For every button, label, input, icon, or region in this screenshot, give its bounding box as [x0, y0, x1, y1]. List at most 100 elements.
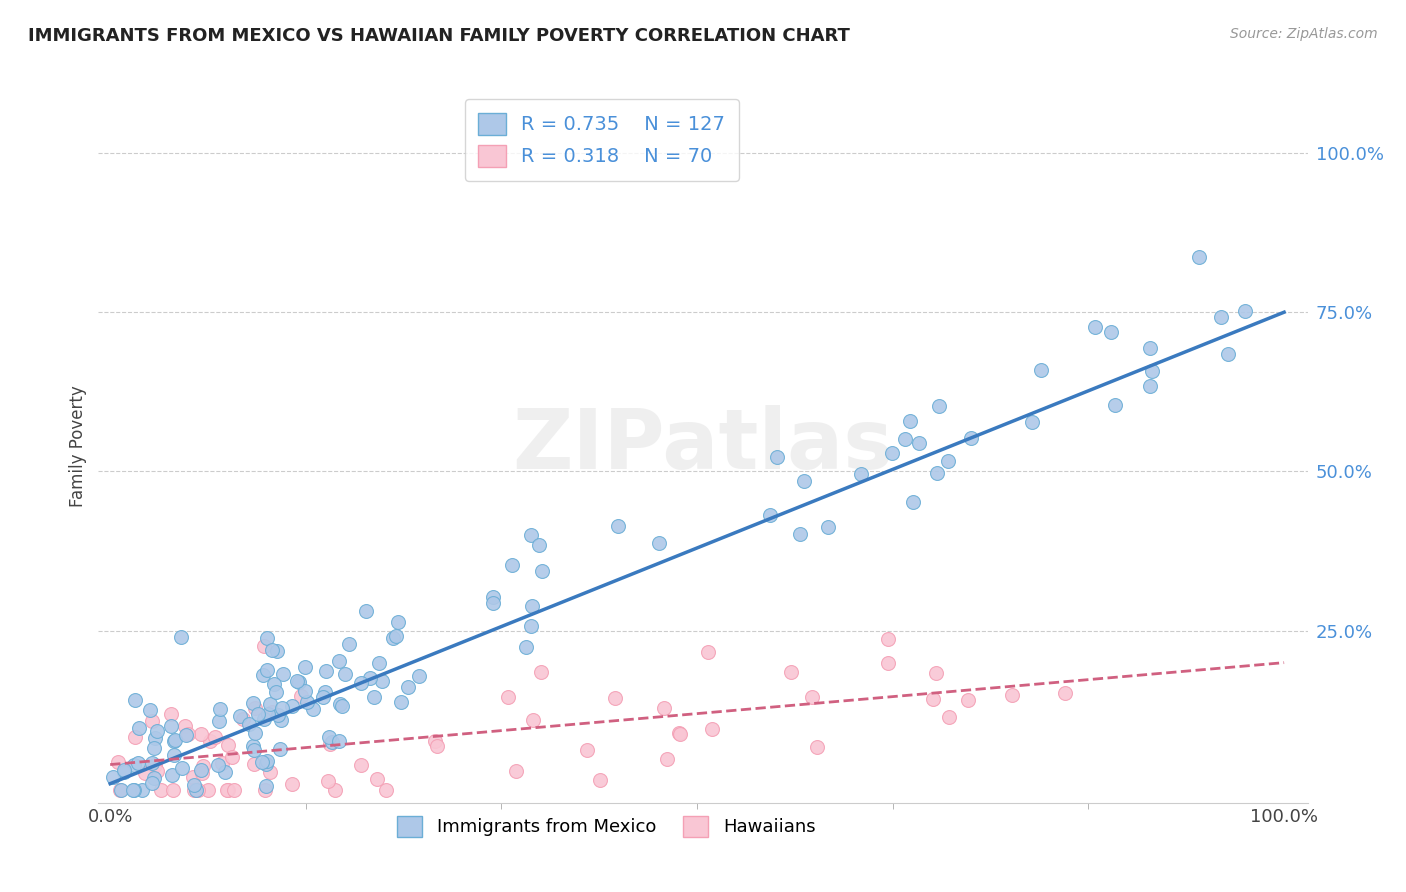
Point	[170, 761, 193, 775]
Point	[893, 432, 915, 446]
Point	[396, 680, 419, 694]
Point	[271, 666, 294, 681]
Point	[530, 564, 553, 578]
Point	[759, 508, 782, 522]
Point	[190, 727, 212, 741]
Point	[1188, 250, 1211, 264]
Point	[270, 713, 292, 727]
Point	[898, 414, 921, 428]
Point	[375, 783, 398, 797]
Point	[800, 690, 823, 705]
Point	[242, 696, 264, 710]
Point	[576, 743, 599, 757]
Point	[295, 695, 318, 709]
Point	[603, 690, 626, 705]
Point	[260, 705, 283, 719]
Point	[184, 783, 207, 797]
Point	[191, 766, 214, 780]
Point	[385, 629, 408, 643]
Text: ZIPatlas: ZIPatlas	[513, 406, 893, 486]
Text: IMMIGRANTS FROM MEXICO VS HAWAIIAN FAMILY POVERTY CORRELATION CHART: IMMIGRANTS FROM MEXICO VS HAWAIIAN FAMIL…	[28, 27, 851, 45]
Point	[252, 668, 274, 682]
Point	[193, 759, 215, 773]
Point	[107, 756, 129, 770]
Point	[1139, 342, 1161, 356]
Point	[515, 640, 537, 655]
Point	[141, 714, 163, 728]
Point	[363, 690, 385, 705]
Point	[183, 783, 205, 797]
Point	[207, 757, 229, 772]
Point	[211, 756, 233, 771]
Point	[214, 765, 236, 780]
Point	[131, 783, 153, 797]
Point	[217, 738, 239, 752]
Point	[143, 731, 166, 745]
Point	[655, 751, 678, 765]
Point	[1233, 304, 1256, 318]
Point	[1142, 364, 1164, 378]
Point	[288, 675, 311, 690]
Point	[208, 701, 231, 715]
Point	[124, 730, 146, 744]
Point	[122, 758, 145, 772]
Point	[669, 727, 692, 741]
Point	[174, 728, 197, 742]
Point	[318, 730, 340, 744]
Point	[332, 698, 354, 713]
Point	[112, 763, 135, 777]
Point	[242, 739, 264, 754]
Point	[256, 663, 278, 677]
Point	[162, 783, 184, 797]
Point	[254, 779, 277, 793]
Point	[325, 783, 347, 797]
Point	[250, 755, 273, 769]
Point	[956, 693, 979, 707]
Point	[1218, 347, 1240, 361]
Point	[387, 615, 409, 629]
Point	[312, 690, 335, 704]
Point	[366, 772, 388, 787]
Point	[256, 754, 278, 768]
Point	[318, 737, 340, 751]
Point	[146, 724, 169, 739]
Point	[520, 619, 543, 633]
Point	[271, 701, 294, 715]
Point	[520, 599, 543, 613]
Point	[367, 656, 389, 670]
Point	[501, 558, 523, 572]
Point	[217, 783, 239, 797]
Point	[938, 710, 960, 724]
Point	[294, 683, 316, 698]
Point	[1139, 379, 1161, 393]
Point	[163, 732, 186, 747]
Point	[134, 766, 156, 780]
Point	[124, 693, 146, 707]
Point	[266, 644, 288, 658]
Point	[389, 695, 412, 709]
Point	[356, 604, 378, 618]
Point	[321, 735, 343, 749]
Point	[668, 726, 690, 740]
Point	[256, 707, 278, 722]
Point	[1104, 398, 1126, 412]
Point	[170, 630, 193, 644]
Point	[359, 671, 381, 685]
Point	[217, 783, 239, 797]
Point	[496, 690, 519, 704]
Point	[1054, 686, 1077, 700]
Point	[849, 467, 872, 482]
Point	[281, 777, 304, 791]
Point	[259, 697, 281, 711]
Point	[173, 719, 195, 733]
Point	[789, 527, 811, 541]
Point	[238, 717, 260, 731]
Point	[285, 674, 308, 689]
Point	[607, 518, 630, 533]
Point	[959, 431, 981, 445]
Point	[253, 639, 276, 653]
Point	[247, 707, 270, 722]
Point	[328, 734, 350, 748]
Point	[817, 520, 839, 534]
Point	[221, 749, 243, 764]
